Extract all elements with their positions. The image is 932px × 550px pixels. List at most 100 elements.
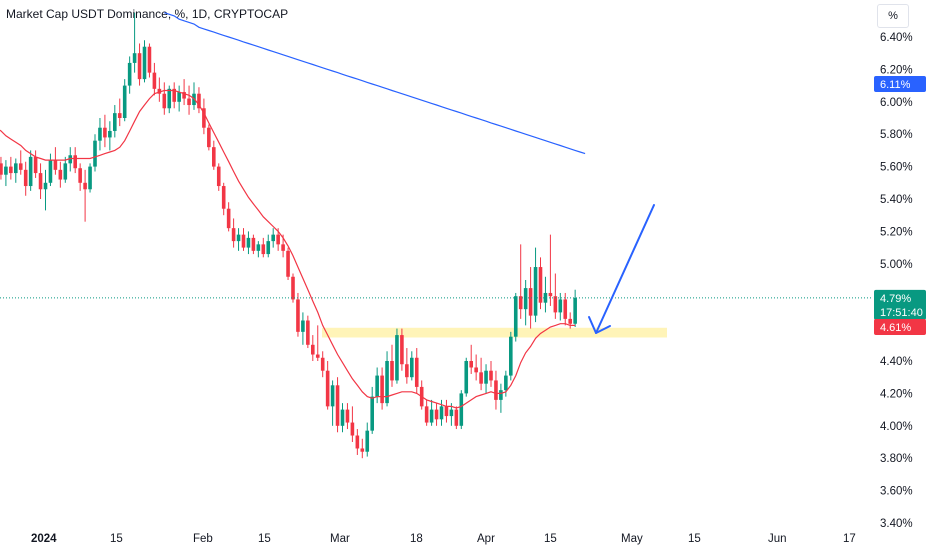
candle-body bbox=[93, 140, 97, 167]
candle-body bbox=[236, 234, 241, 242]
candle bbox=[43, 169, 48, 211]
candle-body bbox=[311, 344, 315, 355]
candle-body bbox=[103, 127, 107, 138]
candle bbox=[117, 98, 122, 127]
y-tick-label: 6.00% bbox=[880, 97, 913, 109]
candle-body bbox=[271, 234, 275, 242]
support-zone-layer bbox=[322, 327, 667, 338]
candle-body bbox=[365, 430, 370, 452]
candle-body bbox=[167, 88, 172, 109]
y-tick-label: 5.60% bbox=[880, 162, 913, 174]
candle bbox=[494, 370, 498, 410]
candle bbox=[132, 12, 137, 73]
candle bbox=[202, 98, 206, 135]
candle-body bbox=[469, 361, 473, 368]
candle bbox=[320, 351, 325, 378]
candle-body bbox=[177, 92, 181, 102]
chart-title: Market Cap USDT Dominance, %, 1D, CRYPTO… bbox=[6, 7, 289, 21]
slow-ma-badge-box bbox=[874, 75, 926, 92]
candle-body bbox=[395, 335, 399, 381]
candle-body bbox=[48, 160, 53, 183]
candle bbox=[479, 357, 483, 391]
candle bbox=[528, 267, 533, 329]
y-tick-label: 5.40% bbox=[880, 194, 913, 206]
candle bbox=[157, 77, 162, 102]
y-tick-label: 5.00% bbox=[880, 259, 913, 271]
arrow-shaft bbox=[595, 204, 655, 334]
candle-body bbox=[320, 357, 325, 371]
candle-body bbox=[63, 163, 68, 180]
candle bbox=[212, 140, 216, 170]
price-axis[interactable]: 6.40% 6.20% 6.00% 5.80% 5.60% 5.40% 5.20% 5.00%… bbox=[880, 32, 913, 530]
candle bbox=[543, 276, 548, 313]
candle-body bbox=[301, 320, 305, 332]
candle bbox=[251, 234, 256, 255]
x-tick-label: 15 bbox=[258, 533, 271, 545]
candle-body bbox=[137, 53, 142, 80]
candle bbox=[33, 150, 38, 178]
candle-body bbox=[350, 422, 355, 436]
candle bbox=[311, 335, 315, 361]
candle-body bbox=[306, 320, 310, 345]
candle bbox=[410, 351, 414, 381]
candle-body bbox=[212, 147, 216, 167]
y-tick-label: 4.40% bbox=[880, 356, 913, 368]
candle-body bbox=[340, 409, 345, 426]
slow-ma-line bbox=[164, 12, 586, 155]
y-tick-label: 6.20% bbox=[880, 64, 913, 76]
candle bbox=[424, 399, 429, 426]
candle-body bbox=[325, 370, 330, 407]
candle-body bbox=[246, 237, 251, 248]
candle bbox=[127, 56, 132, 94]
candle bbox=[58, 161, 63, 188]
candle bbox=[518, 244, 523, 319]
moving-averages-layer bbox=[0, 12, 872, 409]
candle-body bbox=[108, 130, 112, 138]
candle-body bbox=[202, 108, 206, 128]
candle-body bbox=[83, 182, 87, 190]
candle-body bbox=[429, 409, 434, 423]
candle-body bbox=[400, 335, 404, 365]
candle-body bbox=[330, 385, 335, 407]
candle bbox=[330, 380, 335, 426]
time-axis[interactable]: 2024 15 Feb 15 Mar 18 Apr 15 May 15 Jun 17 bbox=[31, 533, 856, 545]
candle bbox=[103, 114, 107, 148]
candle bbox=[444, 399, 449, 423]
slow-ma-badge-value: 6.11% bbox=[880, 79, 911, 91]
last-price-badge-box bbox=[874, 289, 926, 320]
x-tick-label: May bbox=[621, 533, 643, 545]
x-tick-label: 18 bbox=[410, 533, 423, 545]
x-tick-label: 15 bbox=[544, 533, 557, 545]
candle-body bbox=[0, 163, 3, 175]
unit-selector[interactable]: % bbox=[877, 4, 909, 28]
last-price-badge-value: 4.79% bbox=[880, 293, 911, 305]
candle-body bbox=[187, 98, 191, 106]
fast-ema-badge-value: 4.61% bbox=[880, 322, 911, 334]
candle bbox=[573, 289, 577, 327]
candle-body bbox=[58, 169, 63, 180]
candle bbox=[325, 361, 330, 410]
candle-body bbox=[216, 166, 221, 187]
candle bbox=[28, 150, 33, 191]
candle bbox=[414, 348, 419, 394]
candle-body bbox=[152, 72, 157, 89]
candle-body bbox=[439, 406, 444, 420]
candle bbox=[315, 325, 320, 361]
fast-ema-line bbox=[0, 89, 576, 409]
candle bbox=[350, 406, 355, 442]
candle bbox=[221, 182, 226, 216]
candle bbox=[88, 163, 92, 193]
candle bbox=[360, 438, 365, 459]
candle bbox=[533, 247, 538, 323]
candle bbox=[464, 357, 469, 397]
candle-body bbox=[23, 169, 28, 187]
candle-body bbox=[533, 267, 538, 316]
candle-body bbox=[523, 288, 528, 310]
candle bbox=[261, 237, 266, 258]
candle-body bbox=[484, 370, 488, 384]
candle-body bbox=[221, 186, 226, 209]
slow-ma-badge: 6.11% bbox=[874, 75, 926, 92]
candle-body bbox=[172, 88, 176, 102]
candle-body bbox=[499, 390, 503, 400]
